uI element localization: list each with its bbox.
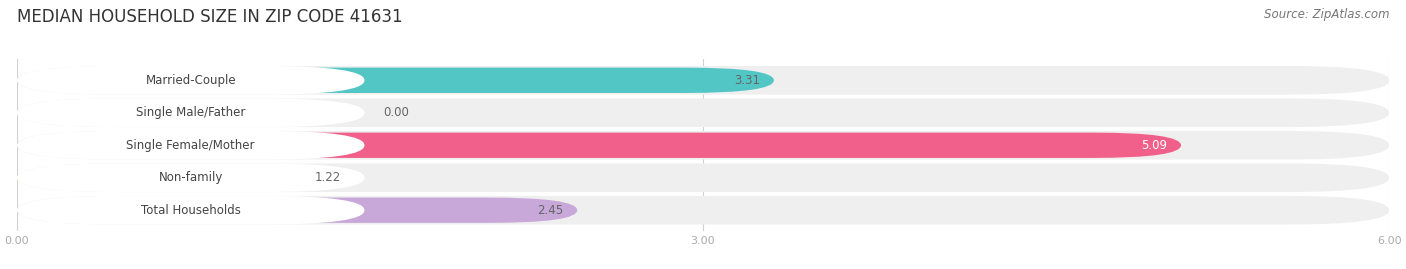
Text: Married-Couple: Married-Couple <box>145 74 236 87</box>
Text: 2.45: 2.45 <box>537 204 564 217</box>
FancyBboxPatch shape <box>17 164 1389 192</box>
Text: 0.00: 0.00 <box>382 106 409 119</box>
FancyBboxPatch shape <box>17 98 364 127</box>
FancyBboxPatch shape <box>17 98 1389 127</box>
Text: Non-family: Non-family <box>159 171 224 184</box>
FancyBboxPatch shape <box>17 196 364 225</box>
FancyBboxPatch shape <box>17 197 578 223</box>
Text: MEDIAN HOUSEHOLD SIZE IN ZIP CODE 41631: MEDIAN HOUSEHOLD SIZE IN ZIP CODE 41631 <box>17 8 402 26</box>
FancyBboxPatch shape <box>17 131 364 160</box>
Text: Single Male/Father: Single Male/Father <box>136 106 246 119</box>
FancyBboxPatch shape <box>17 164 364 192</box>
FancyBboxPatch shape <box>17 68 773 93</box>
Text: Single Female/Mother: Single Female/Mother <box>127 139 254 152</box>
FancyBboxPatch shape <box>17 133 1181 158</box>
FancyBboxPatch shape <box>17 165 295 190</box>
FancyBboxPatch shape <box>17 66 1389 95</box>
Text: Source: ZipAtlas.com: Source: ZipAtlas.com <box>1264 8 1389 21</box>
Text: Total Households: Total Households <box>141 204 240 217</box>
Text: 3.31: 3.31 <box>734 74 761 87</box>
FancyBboxPatch shape <box>17 66 364 95</box>
FancyBboxPatch shape <box>17 131 1389 160</box>
Text: 1.22: 1.22 <box>314 171 340 184</box>
Text: 5.09: 5.09 <box>1142 139 1167 152</box>
FancyBboxPatch shape <box>17 196 1389 225</box>
